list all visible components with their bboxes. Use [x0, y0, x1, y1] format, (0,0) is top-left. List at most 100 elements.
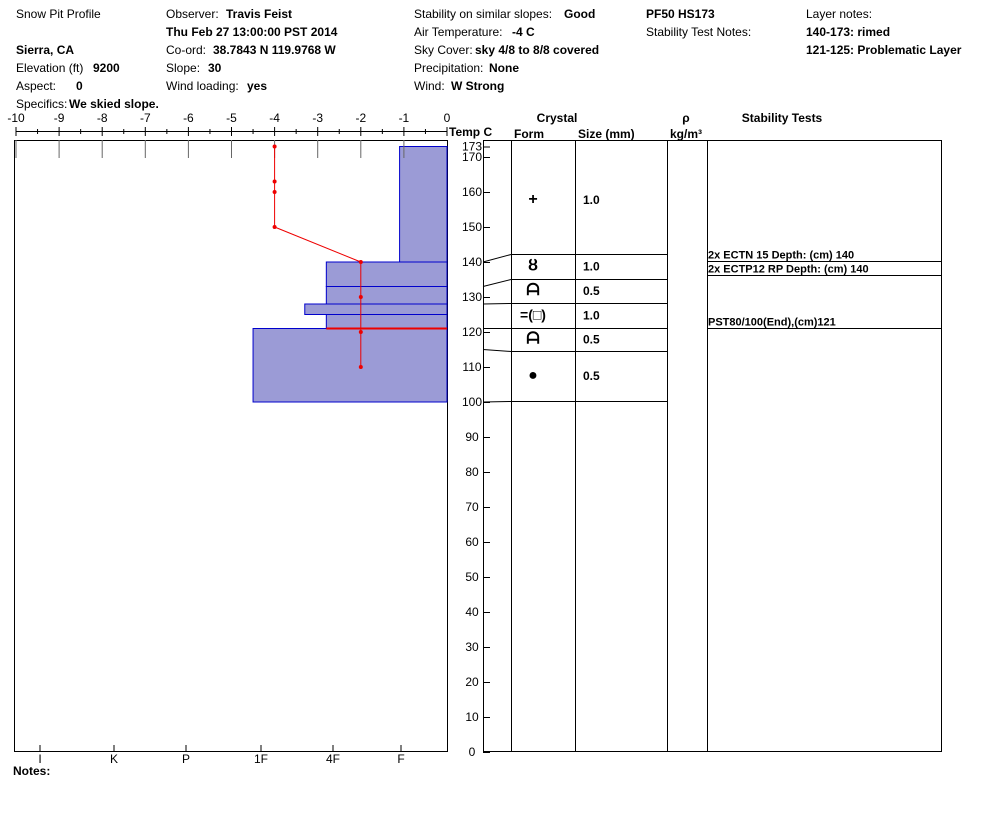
precip-value: None	[489, 61, 519, 75]
sky-cover-value: sky 4/8 to 8/8 covered	[475, 43, 600, 57]
crystal-size: 1.0	[583, 193, 600, 207]
chart-frames	[14, 140, 942, 752]
precipitation-particles-icon: +	[528, 191, 537, 208]
aspect-label: Aspect:	[16, 79, 57, 93]
temperature-point	[358, 330, 363, 334]
layer-connector	[482, 303, 512, 305]
hardness-tick-label: 1F	[254, 752, 268, 766]
depth-tick-label: 100	[462, 395, 482, 409]
notes-label: Notes:	[13, 764, 51, 778]
temperature-point	[272, 225, 277, 229]
hardness-layer	[252, 328, 448, 403]
temperature-point	[358, 295, 363, 299]
stability-test-result: 2x ECTN 15 Depth: (cm) 140	[708, 250, 854, 262]
axes: -10 -9 -8 -7 -6 -5 -4 -3 -2 -1 0I K P 1F 4F F 0102030405…	[7, 111, 490, 766]
rho-unit-label: kg/m³	[670, 127, 702, 141]
temp-tick-label: -4	[269, 111, 280, 125]
depth-tick-label: 30	[465, 640, 479, 654]
depth-tick-label: 90	[465, 430, 479, 444]
temp-tick-label: -5	[226, 111, 237, 125]
temperature-point	[272, 179, 277, 184]
pf-hs: PF50 HS173	[646, 7, 715, 21]
profile-table-frame	[483, 140, 942, 752]
depth-tick-label: 170	[462, 150, 482, 164]
stability-tests-column: 2x ECTN 15 Depth: (cm) 140 2x ECTP12 RP D…	[707, 250, 941, 329]
temp-tick-label: -10	[7, 111, 25, 125]
elevation-label: Elevation (ft)	[16, 61, 84, 75]
coord-label: Co-ord:	[166, 43, 207, 57]
column-headers: Temp C Crystal Form Size (mm) ρ kg/m³ Stabilit…	[449, 111, 823, 141]
hardness-layer	[325, 261, 448, 287]
faceted-crystals-icon: =(□)	[520, 307, 546, 323]
observer-value: Travis Feist	[226, 7, 293, 21]
slope-value: 30	[208, 61, 222, 75]
hardness-layers	[252, 146, 448, 403]
layer-connector	[482, 254, 512, 263]
temperature-point	[358, 260, 363, 264]
crystal-column-header: Crystal	[537, 111, 578, 125]
temperature-point	[358, 365, 363, 369]
temp-tick-label: -9	[54, 111, 65, 125]
depth-tick-label: 60	[465, 535, 479, 549]
hardness-tick-label: I	[38, 752, 41, 766]
depth-tick-label: 120	[462, 325, 482, 339]
air-temp-value: -4 C	[512, 25, 535, 39]
temp-tick-label: 0	[444, 111, 451, 125]
temperature-profile	[272, 144, 447, 369]
hardness-tick-label: K	[110, 752, 118, 766]
stability-value: Good	[564, 7, 596, 21]
coord-value: 38.7843 N 119.9768 W	[213, 43, 336, 57]
stability-tests-column-header: Stability Tests	[742, 111, 823, 125]
temp-tick-label: -7	[140, 111, 151, 125]
wind-label: Wind:	[414, 79, 445, 93]
size-column-header: Size (mm)	[578, 127, 635, 141]
stability-test-notes-label: Stability Test Notes:	[646, 25, 752, 39]
depth-tick-label: 80	[465, 465, 479, 479]
sky-cover-label: Sky Cover:	[414, 43, 473, 57]
depth-hoar-icon: ᗩ	[526, 282, 539, 299]
crystal-size: 0.5	[583, 369, 600, 383]
layer-note-2: 121-125: Problematic Layer	[806, 43, 962, 57]
hardness-plot-frame	[14, 140, 448, 752]
depth-tick-label: 160	[462, 185, 482, 199]
depth-tick-label: 173	[462, 140, 482, 154]
crystal-column: +1.0 ȣ 1.0 ᗩ 0.5 =(□) 1.0 ᗩ 0.5 ● 0.5	[482, 191, 667, 403]
hardness-layer	[399, 146, 448, 263]
elevation-value: 9200	[93, 61, 120, 75]
temp-tick-label: -1	[399, 111, 410, 125]
stability-label: Stability on similar slopes:	[414, 7, 553, 21]
depth-tick-label: 110	[462, 360, 481, 374]
air-temp-label: Air Temperature:	[414, 25, 503, 39]
precip-label: Precipitation:	[414, 61, 484, 75]
crystal-size: 1.0	[583, 309, 600, 323]
depth-tick-label: 50	[465, 570, 479, 584]
melt-forms-icon: ●	[528, 367, 538, 384]
graupel-icon: ȣ	[528, 258, 538, 275]
depth-tick-label: 140	[462, 255, 482, 269]
stability-test-result: PST80/100(End),(cm)121	[708, 317, 836, 329]
observation-datetime: Thu Feb 27 13:00:00 PST 2014	[166, 25, 338, 39]
observer-label: Observer:	[166, 7, 219, 21]
wind-value: W Strong	[451, 79, 505, 93]
hardness-layer	[325, 286, 448, 305]
slope-label: Slope:	[166, 61, 201, 75]
layer-connector	[482, 401, 512, 403]
temp-column-header: Temp C	[449, 125, 492, 139]
layer-connector	[482, 279, 512, 287]
crystal-size: 0.5	[583, 284, 600, 298]
aspect-value: 0	[76, 79, 83, 93]
temp-tick-label: -6	[183, 111, 194, 125]
layer-notes-label: Layer notes:	[806, 7, 873, 21]
depth-tick-label: 70	[465, 500, 479, 514]
depth-tick-label: 40	[465, 605, 479, 619]
wind-loading-label: Wind loading:	[166, 79, 239, 93]
depth-hoar-icon: ᗩ	[526, 331, 539, 348]
temperature-point	[272, 190, 277, 194]
hardness-tick-label: P	[182, 752, 190, 766]
depth-tick-label: 20	[465, 675, 479, 689]
hardness-layer	[325, 314, 448, 329]
page-title: Snow Pit Profile	[16, 7, 101, 21]
depth-tick-label: 10	[465, 710, 479, 724]
depth-tick-label: 150	[462, 220, 482, 234]
